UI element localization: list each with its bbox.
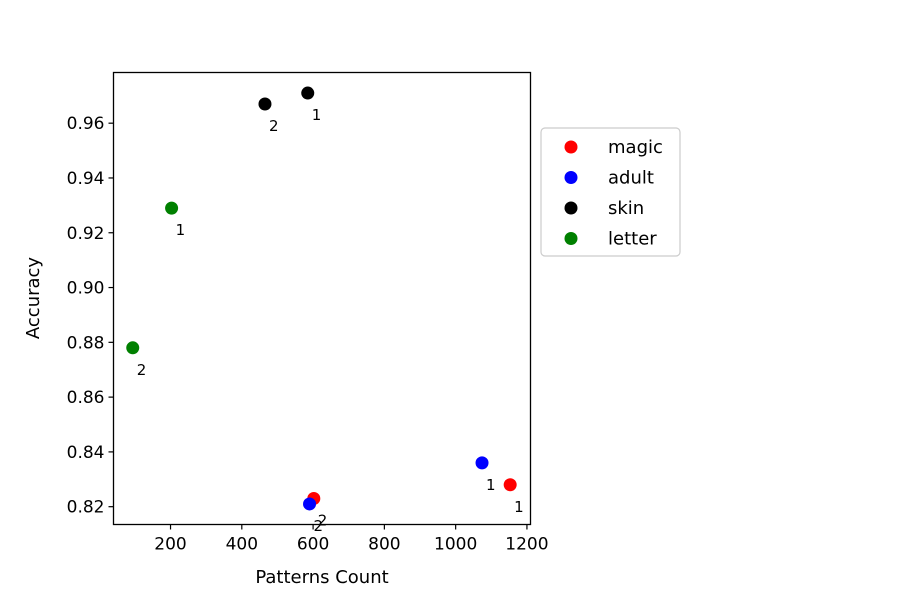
x-tick-label: 600 — [297, 535, 329, 555]
y-tick-label: 0.92 — [67, 224, 105, 244]
point-label: 2 — [137, 361, 147, 379]
legend-label: magic — [608, 137, 663, 158]
y-tick-label: 0.82 — [67, 498, 105, 518]
data-point-letter-1 — [165, 201, 179, 215]
legend-label: letter — [608, 229, 657, 250]
y-tick-label: 0.84 — [67, 443, 105, 463]
y-axis-label: Accuracy — [23, 257, 44, 340]
x-tick-label: 1000 — [434, 535, 477, 555]
data-point-letter-2 — [126, 341, 140, 355]
legend-label: skin — [608, 198, 644, 219]
point-label: 2 — [269, 117, 279, 135]
data-point-skin-1 — [301, 86, 315, 100]
data-point-skin-2 — [258, 97, 272, 111]
legend-marker-adult — [564, 171, 578, 184]
legend-marker-magic — [564, 140, 578, 154]
y-tick-label: 0.88 — [67, 333, 105, 353]
x-tick-label: 400 — [226, 535, 258, 555]
y-tick-label: 0.90 — [67, 279, 105, 299]
y-tick-label: 0.86 — [67, 388, 105, 408]
legend-frame — [540, 127, 681, 257]
legend-marker-letter — [564, 232, 578, 245]
point-label: 2 — [318, 511, 328, 529]
point-label: 1 — [176, 221, 186, 239]
plot-frame — [112, 71, 532, 526]
point-label: 1 — [486, 476, 496, 494]
legend-marker-skin — [564, 201, 578, 215]
data-point-adult-2 — [303, 497, 317, 511]
x-tick-label: 800 — [368, 535, 400, 555]
x-tick-label: 200 — [154, 535, 186, 555]
legend-label: adult — [608, 168, 654, 189]
legend: magic adult skin letter — [540, 127, 681, 257]
y-tick-label: 0.96 — [67, 114, 105, 134]
axis-ticks: 200 400 600 800 1000 1200 0.82 0.84 0.86 0.88 0.90… — [67, 114, 549, 554]
x-axis-label: Patterns Count — [255, 567, 388, 588]
point-label: 2 — [314, 517, 324, 535]
point-label: 1 — [514, 498, 524, 516]
data-point-adult-1 — [475, 456, 489, 470]
data-points: 1 2 1 2 1 2 1 2 — [126, 86, 524, 535]
point-label: 1 — [312, 106, 322, 124]
data-point-magic-1 — [503, 478, 517, 492]
y-tick-label: 0.94 — [67, 169, 105, 189]
x-tick-label: 1200 — [505, 535, 548, 555]
